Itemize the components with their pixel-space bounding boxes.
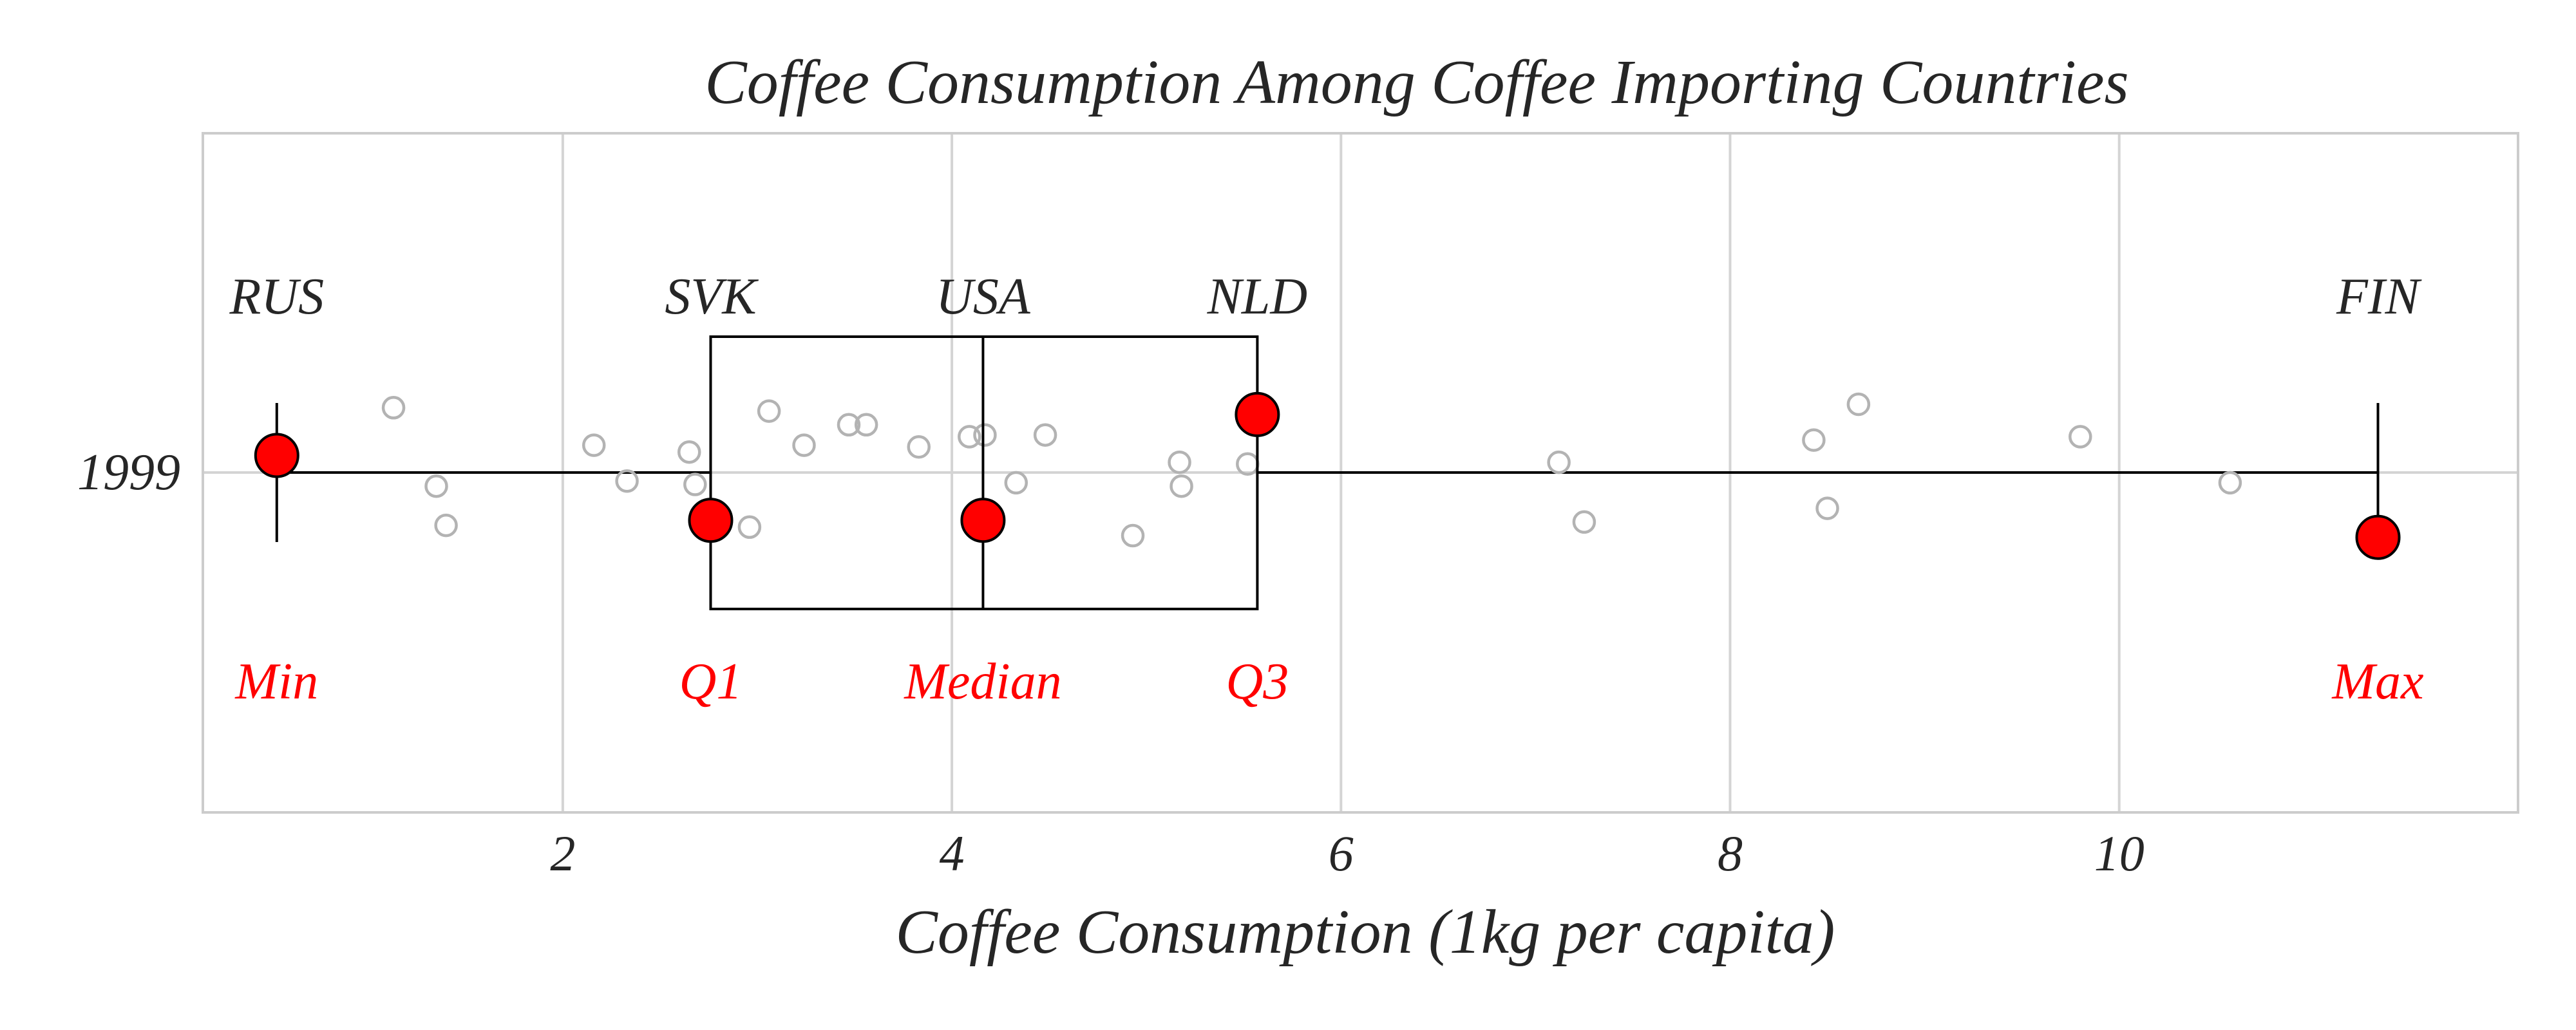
data-point — [683, 473, 707, 496]
highlight-layer — [254, 391, 2401, 560]
label-layer: RUS Min SVK Q1 USA Median NLD Q3 FIN Max — [229, 268, 2423, 710]
data-point — [854, 413, 878, 437]
data-point — [1004, 471, 1028, 495]
x-tick-label: 4 — [940, 825, 965, 881]
stat-label: Q1 — [679, 653, 743, 710]
points-layer — [381, 392, 2242, 548]
highlight-point — [1235, 391, 1280, 437]
data-point — [1168, 450, 1191, 474]
data-point — [424, 474, 448, 498]
data-point — [737, 515, 762, 539]
data-point — [1033, 423, 1057, 447]
data-point — [1121, 523, 1145, 548]
category-label: 1999 — [77, 444, 180, 501]
data-point — [792, 433, 816, 457]
stat-label: Median — [904, 653, 1061, 710]
x-tick-label: 8 — [1718, 825, 1743, 881]
country-label: USA — [936, 268, 1031, 325]
x-tick-label: 6 — [1329, 825, 1354, 881]
data-point — [2069, 425, 2092, 449]
data-point — [381, 396, 406, 420]
data-point — [757, 399, 781, 423]
x-tick-label: 2 — [550, 825, 575, 881]
highlight-point — [688, 498, 734, 543]
data-point — [1170, 474, 1193, 498]
x-axis-label: Coffee Consumption (1kg per capita) — [896, 897, 1835, 967]
data-point — [1802, 428, 1826, 452]
data-point — [1572, 510, 1596, 534]
country-label: SVK — [665, 268, 759, 325]
chart-title: Coffee Consumption Among Coffee Importin… — [705, 48, 2128, 117]
stat-label: Min — [234, 653, 318, 710]
highlight-point — [960, 498, 1006, 543]
data-point — [973, 423, 997, 447]
data-point — [1815, 496, 1839, 520]
data-point — [907, 435, 931, 459]
country-label: FIN — [2336, 268, 2423, 325]
data-point — [434, 513, 458, 538]
data-point — [837, 413, 861, 437]
plot-frame — [202, 132, 2519, 814]
data-point — [615, 469, 639, 493]
country-label: RUS — [229, 268, 324, 325]
data-point — [1846, 392, 1871, 417]
highlight-point — [2355, 514, 2401, 560]
data-point — [2218, 471, 2242, 495]
stat-label: Max — [2331, 653, 2423, 710]
box-layer — [709, 335, 1259, 610]
highlight-point — [254, 433, 299, 478]
country-label: NLD — [1207, 268, 1308, 325]
data-point — [677, 440, 701, 464]
data-point — [1547, 450, 1571, 474]
data-point — [958, 425, 981, 449]
data-point — [582, 433, 606, 457]
x-tick-label: 10 — [2094, 825, 2145, 881]
tick-layer: 2 4 6 8 10 — [550, 825, 2144, 881]
stat-label: Q3 — [1226, 653, 1289, 710]
